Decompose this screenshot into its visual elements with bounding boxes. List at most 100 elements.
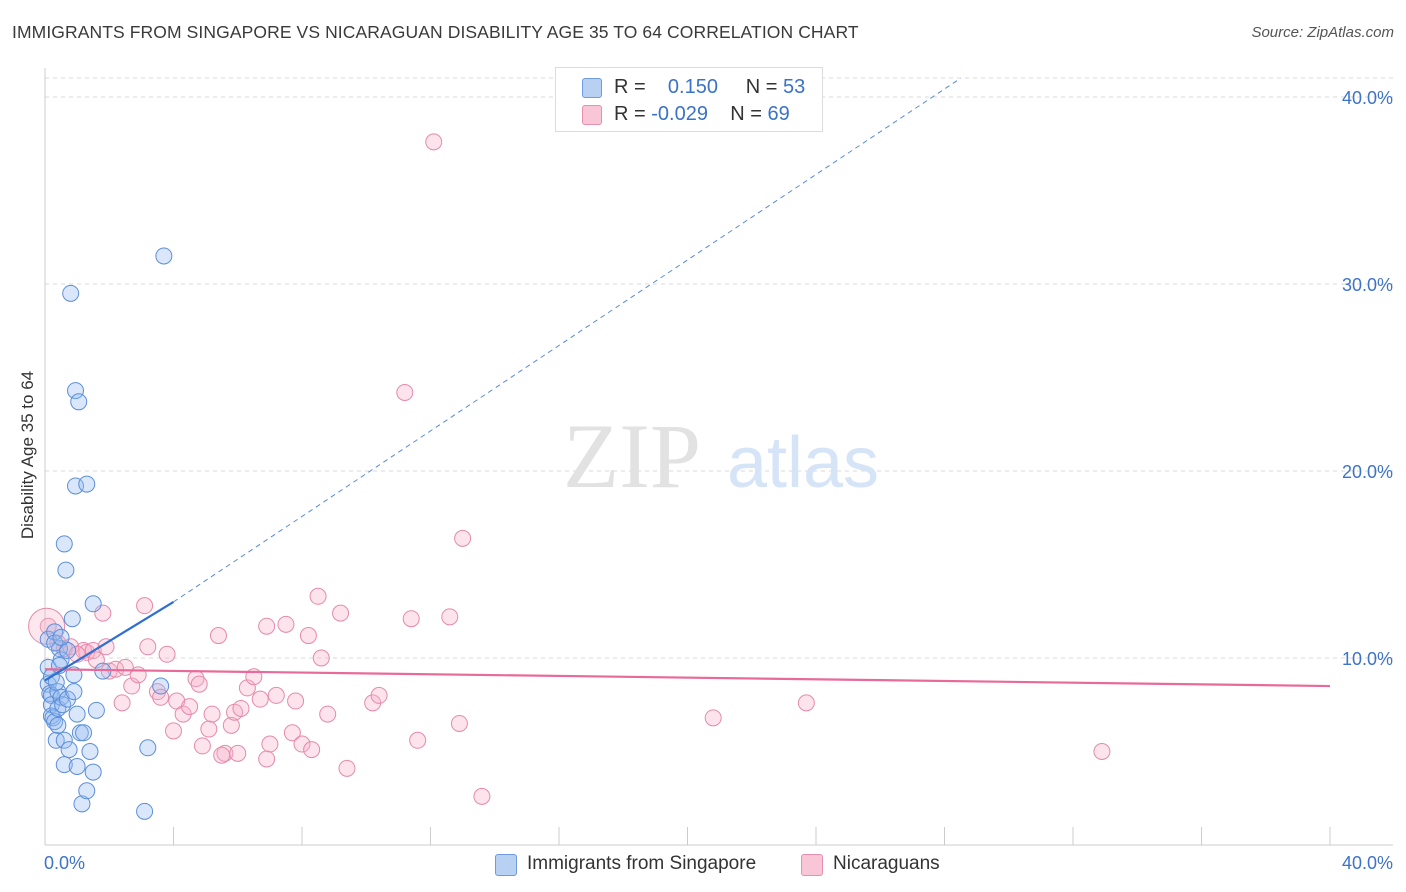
nicaraguans-point [299,627,317,645]
nicaraguans-point [287,692,305,710]
singapore-point [52,651,70,669]
axes [44,68,1393,846]
nicaraguans-point [232,699,250,717]
singapore-point [84,763,102,781]
singapore-point [52,628,70,646]
legend-n-label: N = [730,103,762,125]
nicaraguans-point [303,741,321,759]
legend-swatch-singapore [582,78,602,98]
singapore-point [152,677,170,695]
y-tick-labels: 10.0% 20.0% 30.0% 40.0% [1342,88,1393,669]
legend-n-singapore: 53 [783,76,806,98]
singapore-point [87,701,105,719]
singapore-point [78,475,96,493]
singapore-point [81,743,99,760]
nicaraguans-point [370,686,388,704]
legend-r-singapore: 0.150 [667,76,718,98]
watermark: ZIP atlas [563,405,879,507]
singapore-point [55,535,73,553]
singapore-point [65,666,83,684]
source-label: Source: ZipAtlas.com [1251,24,1394,41]
legend-r-nicaraguans: -0.029 [651,103,708,125]
singapore-point [60,741,78,759]
watermark-atlas: atlas [727,423,879,503]
nicaraguans-trend-line [44,668,1331,688]
nicaraguans-point [277,615,295,633]
bottom-legend-swatch-nicaraguans [801,854,823,876]
singapore-point [62,284,80,302]
legend-r-label: R = [614,103,646,125]
y-tick-label-0: 10.0% [1342,649,1393,669]
nicaraguans-point [258,750,276,768]
nicaraguans-point [181,698,199,716]
nicaraguans-point [312,649,330,667]
nicaraguans-point [704,709,722,727]
nicaraguans-point [454,529,472,547]
nicaraguans-point [409,731,427,749]
x-tick-label-max: 40.0% [1342,853,1393,873]
y-tick-label-3: 40.0% [1342,88,1393,108]
singapore-point [68,705,86,723]
singapore-point [84,595,102,613]
singapore-point [136,802,154,820]
singapore-points [39,247,173,820]
nicaraguans-point [129,666,147,684]
nicaraguans-point [158,645,176,663]
singapore-point [57,561,75,579]
nicaraguans-point [293,735,311,753]
singapore-point [55,731,73,749]
nicaraguans-point [213,746,231,764]
singapore-point [73,795,91,813]
singapore-trend-line [44,600,175,682]
nicaraguans-point [136,597,154,615]
watermark-zip: ZIP [563,405,701,507]
singapore-point [75,724,93,742]
nicaraguans-point [209,627,227,645]
chart-title: IMMIGRANTS FROM SINGAPORE VS NICARAGUAN … [12,22,859,42]
nicaraguans-point [473,787,491,805]
nicaraguans-point [797,694,815,712]
y-axis-label: Disability Age 35 to 64 [18,371,37,539]
nicaraguans-point [261,735,279,753]
nicaraguans-point [139,638,157,656]
singapore-point [78,782,96,800]
nicaraguans-point [229,744,247,762]
nicaraguans-point [258,617,276,635]
singapore-point [70,393,88,411]
singapore-point [67,382,85,400]
nicaraguans-point [425,133,443,151]
grid-lines [45,77,1393,659]
legend-n-label: N = [745,76,778,98]
nicaraguans-point [148,683,166,701]
singapore-point [63,610,81,628]
nicaraguans-point [113,694,131,712]
nicaraguans-point [1093,743,1111,760]
legend-r-label: R = [614,76,646,98]
nicaraguans-point [396,383,414,401]
nicaraguans-point [203,705,221,723]
nicaraguans-point [450,714,468,732]
singapore-point [49,716,67,734]
x-tick-label-min: 0.0% [44,853,85,873]
y-tick-label-2: 30.0% [1342,275,1393,295]
legend-n-nicaraguans: 69 [767,103,790,125]
nicaraguans-point [267,686,285,704]
nicaraguans-point [441,608,459,626]
bottom-legend-label-singapore: Immigrants from Singapore [527,853,757,874]
singapore-point [46,634,64,652]
y-tick-label-1: 20.0% [1342,462,1393,482]
trend-lines [44,77,1331,688]
nicaraguans-point [200,720,218,738]
nicaraguans-point [309,587,327,605]
singapore-point [155,247,173,265]
nicaraguans-point [165,722,182,740]
nicaraguans-points [28,133,1111,805]
singapore-point [65,683,83,701]
singapore-trend-extension [173,77,961,603]
nicaraguans-point [190,675,208,693]
nicaraguans-point [39,617,57,635]
nicaraguans-point [251,690,269,708]
nicaraguans-point [332,604,350,622]
nicaraguans-point [193,737,211,755]
